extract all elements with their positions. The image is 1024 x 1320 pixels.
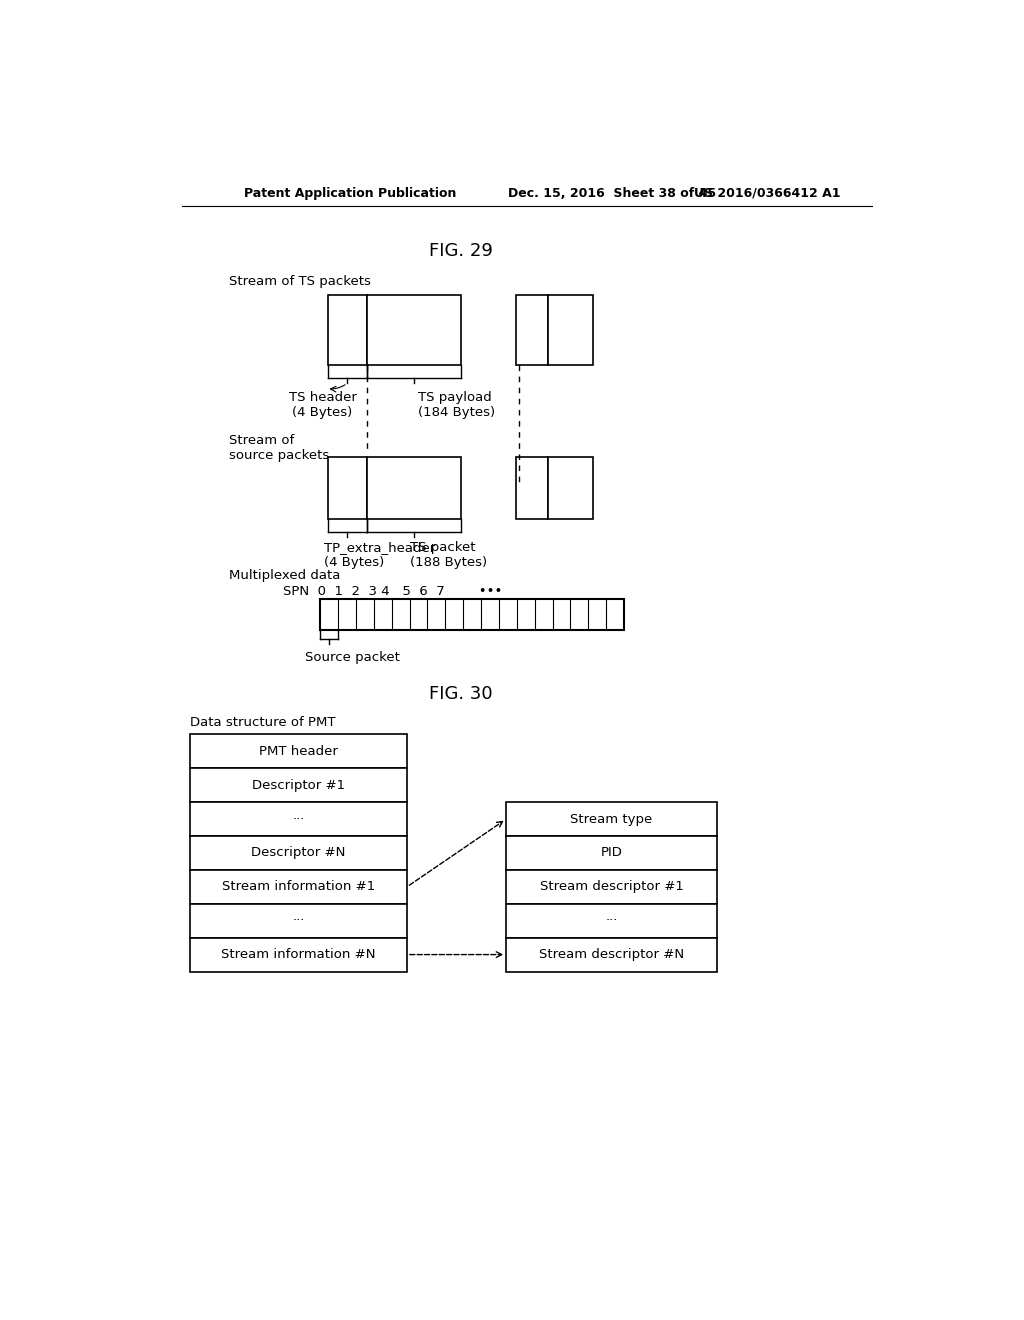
Bar [506,803,717,836]
Text: Data structure of PMT: Data structure of PMT [190,717,336,730]
Bar [190,734,407,768]
Bar [515,457,548,519]
Text: ···: ··· [292,813,305,825]
Text: Stream information #N: Stream information #N [221,948,376,961]
Bar [190,803,407,836]
Text: Stream descriptor #1: Stream descriptor #1 [540,880,684,894]
Bar [190,870,407,904]
Text: Multiplexed data: Multiplexed data [228,569,340,582]
Text: Source packet: Source packet [305,651,399,664]
Bar [548,296,593,364]
Bar [190,768,407,803]
Text: FIG. 29: FIG. 29 [429,242,494,260]
Text: PMT header: PMT header [259,744,338,758]
Text: US 2016/0366412 A1: US 2016/0366412 A1 [693,186,841,199]
Text: TS packet
(188 Bytes): TS packet (188 Bytes) [410,541,487,569]
Text: Stream information #1: Stream information #1 [222,880,375,894]
Bar [367,296,461,364]
Bar [548,457,593,519]
Text: ···: ··· [605,915,617,927]
Text: SPN  0  1  2  3 4   5  6  7        •••: SPN 0 1 2 3 4 5 6 7 ••• [283,585,503,598]
Text: Stream descriptor #N: Stream descriptor #N [539,948,684,961]
Bar [506,937,717,972]
Text: Patent Application Publication: Patent Application Publication [245,186,457,199]
Text: Descriptor #1: Descriptor #1 [252,779,345,792]
Bar [506,836,717,870]
Text: TS header
(4 Bytes): TS header (4 Bytes) [289,391,356,418]
Text: Stream of TS packets: Stream of TS packets [228,275,371,288]
Text: Descriptor #N: Descriptor #N [251,846,346,859]
Text: TP_extra_header
(4 Bytes): TP_extra_header (4 Bytes) [324,541,435,569]
Bar [367,457,461,519]
Text: Stream of
source packets: Stream of source packets [228,434,329,462]
Text: FIG. 30: FIG. 30 [429,685,494,702]
Text: Stream type: Stream type [570,813,652,825]
Bar [506,870,717,904]
Bar [515,296,548,364]
Text: TS payload
(184 Bytes): TS payload (184 Bytes) [418,391,495,418]
Text: Dec. 15, 2016  Sheet 38 of 45: Dec. 15, 2016 Sheet 38 of 45 [508,186,716,199]
Bar [190,904,407,937]
Bar [190,937,407,972]
Bar [321,599,624,630]
Text: ···: ··· [292,915,305,927]
Bar [328,457,367,519]
Text: PID: PID [601,846,623,859]
Bar [328,296,367,364]
Bar [190,836,407,870]
Bar [506,904,717,937]
